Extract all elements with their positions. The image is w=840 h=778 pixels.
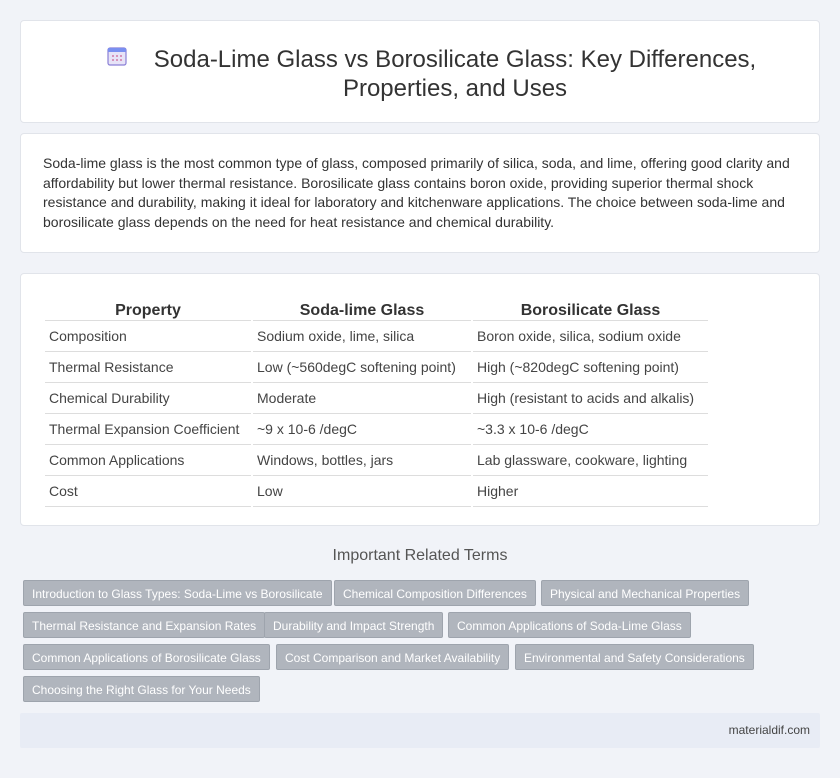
- table-cell: Cost: [45, 476, 251, 507]
- table-cell: Thermal Resistance: [45, 352, 251, 383]
- table-row: Thermal Expansion Coefficient ~9 x 10-6 …: [45, 414, 708, 445]
- related-tag[interactable]: Introduction to Glass Types: Soda-Lime v…: [23, 580, 332, 606]
- related-tag[interactable]: Cost Comparison and Market Availability: [276, 644, 510, 670]
- title-card: Soda-Lime Glass vs Borosilicate Glass: K…: [20, 20, 820, 123]
- related-terms-heading: Important Related Terms: [332, 547, 508, 564]
- table-cell: Moderate: [253, 383, 471, 414]
- table-cell: Composition: [45, 321, 251, 352]
- table-cell: Boron oxide, silica, sodium oxide: [473, 321, 708, 352]
- table-cell: Windows, bottles, jars: [253, 445, 471, 476]
- comparison-card: Property Soda-lime Glass Borosilicate Gl…: [20, 273, 820, 526]
- table-cell: ~9 x 10-6 /degC: [253, 414, 471, 445]
- related-tag[interactable]: Thermal Resistance and Expansion Rates: [23, 612, 266, 638]
- table-row: Composition Sodium oxide, lime, silica B…: [45, 321, 708, 352]
- table-cell: Lab glassware, cookware, lighting: [473, 445, 708, 476]
- table-cell: ~3.3 x 10-6 /degC: [473, 414, 708, 445]
- related-tag[interactable]: Durability and Impact Strength: [264, 612, 444, 638]
- comparison-table: Property Soda-lime Glass Borosilicate Gl…: [43, 294, 710, 507]
- header-property: Property: [45, 294, 251, 321]
- related-tag[interactable]: Common Applications of Soda-Lime Glass: [448, 612, 691, 638]
- table-cell: Common Applications: [45, 445, 251, 476]
- table-cell: Thermal Expansion Coefficient: [45, 414, 251, 445]
- related-tag[interactable]: Physical and Mechanical Properties: [541, 580, 750, 606]
- calendar-icon: [107, 47, 127, 66]
- related-tag[interactable]: Common Applications of Borosilicate Glas…: [23, 644, 270, 670]
- table-cell: Higher: [473, 476, 708, 507]
- table-cell: Sodium oxide, lime, silica: [253, 321, 471, 352]
- related-tag[interactable]: Choosing the Right Glass for Your Needs: [23, 676, 260, 702]
- table-row: Chemical Durability Moderate High (resis…: [45, 383, 708, 414]
- intro-paragraph: Soda-lime glass is the most common type …: [43, 155, 790, 230]
- related-tag[interactable]: Chemical Composition Differences: [334, 580, 536, 606]
- table-row: Cost Low Higher: [45, 476, 708, 507]
- table-cell: Chemical Durability: [45, 383, 251, 414]
- intro-card: Soda-lime glass is the most common type …: [20, 133, 820, 253]
- table-row: Thermal Resistance Low (~560degC softeni…: [45, 352, 708, 383]
- footer: materialdif.com: [20, 713, 820, 748]
- table-cell: High (resistant to acids and alkalis): [473, 383, 708, 414]
- page-title: Soda-Lime Glass vs Borosilicate Glass: K…: [153, 46, 757, 102]
- header-borosilicate: Borosilicate Glass: [473, 294, 708, 321]
- table-cell: Low: [253, 476, 471, 507]
- related-tag[interactable]: Environmental and Safety Considerations: [515, 644, 754, 670]
- table-row: Common Applications Windows, bottles, ja…: [45, 445, 708, 476]
- site-link[interactable]: materialdif.com: [728, 723, 810, 737]
- table-header-row: Property Soda-lime Glass Borosilicate Gl…: [45, 294, 708, 321]
- table-cell: Low (~560degC softening point): [253, 352, 471, 383]
- table-cell: High (~820degC softening point): [473, 352, 708, 383]
- header-soda-lime: Soda-lime Glass: [253, 294, 471, 321]
